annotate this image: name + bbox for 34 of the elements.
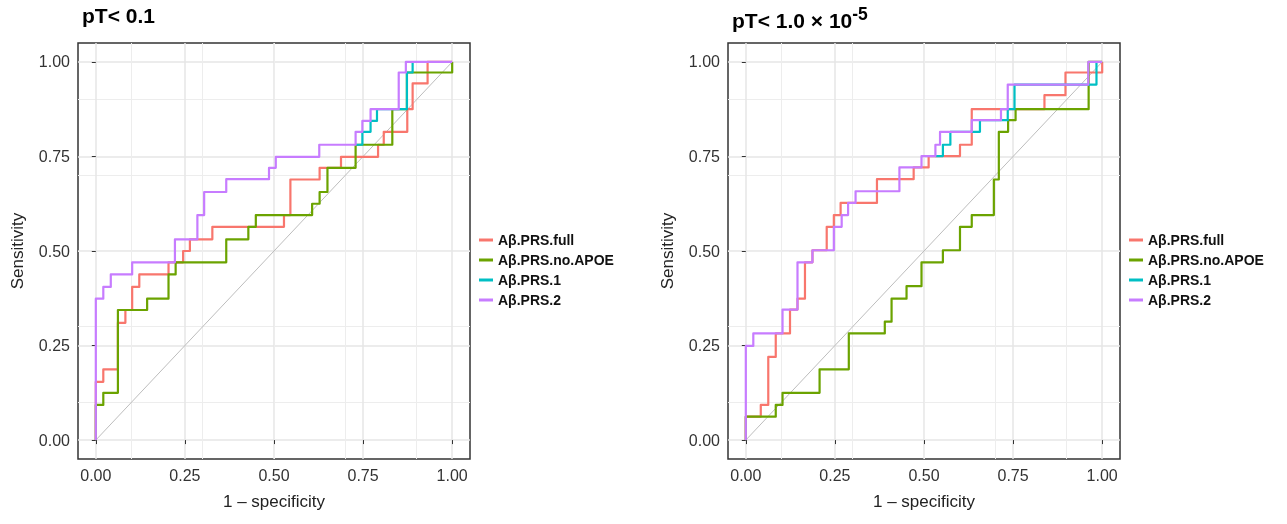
x-tick-label: 0.50 [258, 466, 290, 484]
legend-label: Aβ.PRS.1 [1148, 272, 1212, 288]
y-tick-label: 0.25 [38, 337, 71, 355]
y-tick-label: 0.50 [688, 242, 721, 260]
y-tick-label: 0.75 [688, 147, 721, 165]
y-tick-label: 0.00 [38, 431, 71, 449]
x-tick-label: 0.75 [347, 466, 379, 484]
x-tick-label: 0.50 [908, 466, 940, 484]
x-tick-label: 0.00 [730, 466, 762, 484]
x-tick-label: 1.00 [436, 466, 468, 484]
x-tick-label: 0.00 [80, 466, 112, 484]
x-tick-label: 1.00 [1086, 466, 1118, 484]
y-axis-title: Sensitivity [8, 212, 27, 290]
y-tick-label: 0.00 [688, 431, 721, 449]
legend-label: Aβ.PRS.full [1148, 232, 1225, 248]
x-tick-label: 0.75 [997, 466, 1029, 484]
legend-label: Aβ.PRS.full [498, 232, 575, 248]
legend-label: Aβ.PRS.no.APOE [1148, 252, 1264, 268]
x-axis-title: 1 – specificity [872, 492, 976, 511]
y-axis-title: Sensitivity [658, 212, 677, 290]
legend-label: Aβ.PRS.1 [498, 272, 562, 288]
legend-label: Aβ.PRS.2 [498, 292, 562, 308]
legend-label: Aβ.PRS.2 [1148, 292, 1212, 308]
x-axis-title: 1 – specificity [222, 492, 326, 511]
x-tick-label: 0.25 [169, 466, 201, 484]
y-tick-label: 0.75 [38, 147, 71, 165]
chart-title: pT< 0.1 [82, 4, 155, 28]
y-tick-label: 0.50 [38, 242, 71, 260]
y-tick-label: 1.00 [38, 53, 71, 71]
chart-title: pT< 1.0 × 10$^{-5}$ [732, 4, 868, 33]
y-tick-label: 0.25 [688, 337, 721, 355]
y-tick-label: 1.00 [688, 53, 721, 71]
x-tick-label: 0.25 [819, 466, 851, 484]
legend-label: Aβ.PRS.no.APOE [498, 252, 614, 268]
